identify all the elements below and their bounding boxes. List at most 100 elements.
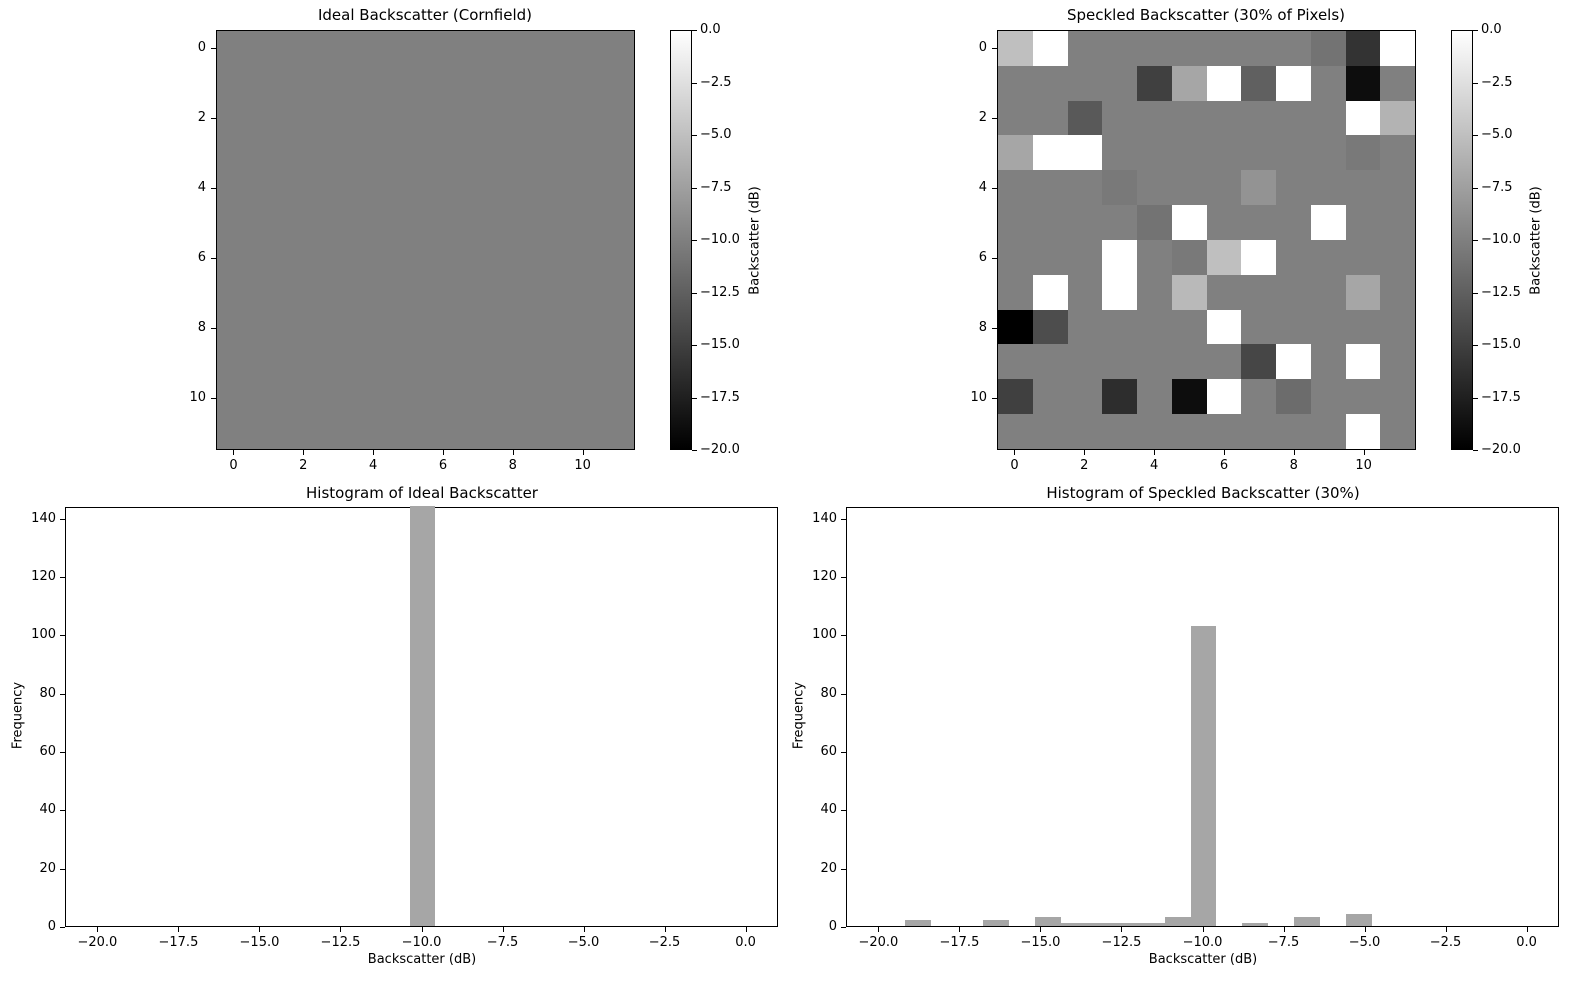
colorbar-tick-mark <box>1473 187 1478 189</box>
y-tick-label: 0 <box>47 919 56 934</box>
heatmap-cell <box>321 170 356 206</box>
heatmap-cell <box>1137 170 1172 206</box>
colorbar-tick-label: −10.0 <box>1481 232 1521 247</box>
y-tick-mark <box>60 868 65 870</box>
histogram-bar <box>1086 923 1113 926</box>
y-tick-mark <box>992 327 997 329</box>
heatmap-cell <box>460 170 495 206</box>
heatmap-cell <box>599 239 634 275</box>
heatmap-cell <box>321 31 356 66</box>
colorbar-tick-label: −15.0 <box>700 337 740 352</box>
x-tick-mark <box>664 927 666 932</box>
heatmap-cell <box>599 379 634 415</box>
heatmap-cell <box>217 274 252 310</box>
heatmap-cell <box>1102 414 1137 449</box>
heatmap-cell <box>217 239 252 275</box>
colorbar-tick-label: −17.5 <box>700 389 740 405</box>
colorbar-tick-mark <box>692 82 697 84</box>
heatmap-cell <box>217 205 252 240</box>
heatmap-cell <box>251 31 287 66</box>
y-tick-label: 2 <box>978 109 987 125</box>
heatmap-cell <box>1345 379 1381 415</box>
y-tick-label: 4 <box>197 179 206 195</box>
heatmap-cell <box>1102 205 1137 240</box>
x-tick-label: −10.0 <box>1182 935 1223 950</box>
heatmap-cell <box>1206 100 1242 136</box>
heatmap-cell <box>564 274 600 310</box>
heatmap-cell <box>998 135 1033 171</box>
heatmap-cell <box>390 65 426 101</box>
heatmap-cell <box>1137 344 1172 380</box>
heatmap-cell <box>251 309 287 345</box>
x-tick-label: 4 <box>368 458 378 473</box>
heatmap-cell <box>599 31 634 66</box>
heatmap-cell <box>321 414 356 449</box>
heatmap-cell <box>1345 239 1381 275</box>
x-tick-mark <box>959 927 961 932</box>
colorbar-tick-label: −20.0 <box>700 442 740 457</box>
heatmap-cell <box>1241 205 1276 240</box>
colorbar-tick-label: 0.0 <box>700 22 721 37</box>
x-tick-mark <box>1084 450 1086 455</box>
y-tick-mark <box>992 257 997 259</box>
x-tick-mark <box>233 450 235 455</box>
heatmap-cell <box>1276 414 1311 449</box>
heatmap-cell <box>1241 309 1276 345</box>
heatmap-cell <box>1276 344 1311 380</box>
heatmap-cell <box>1102 344 1137 380</box>
heatmap-cell <box>1171 170 1207 206</box>
x-tick-mark <box>512 450 514 455</box>
heatmap-cell <box>1276 379 1311 415</box>
ideal-histogram-plot <box>65 506 778 927</box>
heatmap-cell <box>1380 170 1415 206</box>
heatmap-cell <box>529 274 565 310</box>
colorbar-tick-mark <box>692 187 697 189</box>
x-tick-label: 6 <box>438 458 448 473</box>
heatmap-cell <box>390 31 426 66</box>
heatmap-cell <box>390 309 426 345</box>
heatmap-cell <box>286 344 322 380</box>
x-tick-mark <box>97 927 99 932</box>
heatmap-cell <box>564 414 600 449</box>
y-tick-label: 6 <box>978 249 987 265</box>
heatmap-cell <box>1171 344 1207 380</box>
ideal-colorbar-label: Backscatter (dB) <box>747 186 763 295</box>
heatmap-cell <box>1310 414 1346 449</box>
heatmap-cell <box>425 309 461 345</box>
colorbar-tick-label: −2.5 <box>700 74 732 90</box>
x-tick-mark <box>421 927 423 932</box>
heatmap-cell <box>1171 135 1207 171</box>
heatmap-cell <box>1102 65 1137 101</box>
y-tick-mark <box>211 327 216 329</box>
y-tick-label: 100 <box>31 627 56 643</box>
heatmap-cell <box>529 31 565 66</box>
heatmap-cell <box>998 414 1033 449</box>
heatmap-cell <box>599 170 634 206</box>
heatmap-cell <box>1345 135 1381 171</box>
heatmap-cell <box>460 309 495 345</box>
heatmap-cell <box>217 65 252 101</box>
heatmap-cell <box>460 274 495 310</box>
colorbar-tick-label: −2.5 <box>1481 74 1513 90</box>
heatmap-cell <box>356 274 391 310</box>
heatmap-cell <box>217 31 252 66</box>
heatmap-cell <box>1380 309 1415 345</box>
x-tick-label: 2 <box>1080 458 1089 473</box>
heatmap-cell <box>460 205 495 240</box>
heatmap-cell <box>998 65 1033 101</box>
heatmap-cell <box>321 379 356 415</box>
heatmap-cell <box>217 170 252 206</box>
y-tick-mark <box>60 810 65 812</box>
heatmap-cell <box>217 414 252 449</box>
ideal-heatmap-plot <box>216 30 635 450</box>
heatmap-cell <box>495 309 530 345</box>
heatmap-cell <box>1102 379 1137 415</box>
heatmap-cell <box>460 100 495 136</box>
x-tick-label: −7.5 <box>486 935 519 950</box>
heatmap-cell <box>1241 414 1276 449</box>
heatmap-cell <box>1206 414 1242 449</box>
x-tick-mark <box>1202 927 1204 932</box>
x-tick-label: 10 <box>574 458 591 473</box>
heatmap-cell <box>321 100 356 136</box>
heatmap-cell <box>356 379 391 415</box>
